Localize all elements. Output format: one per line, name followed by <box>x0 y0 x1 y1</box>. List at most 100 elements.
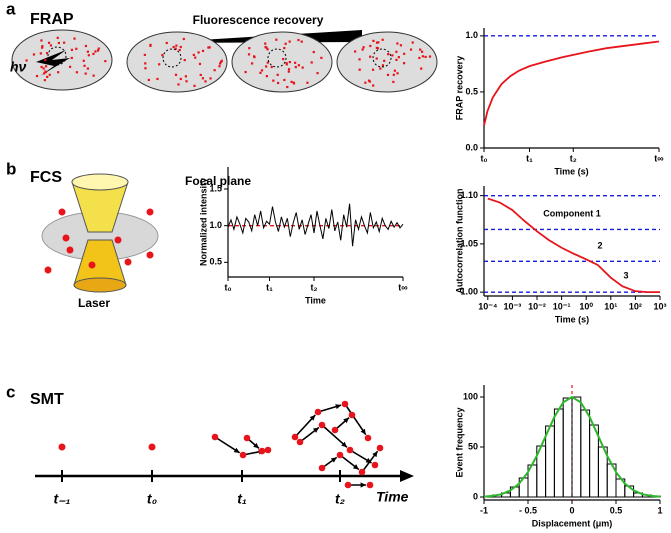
molecule <box>161 53 164 57</box>
molecule <box>377 41 380 44</box>
annotation: Component 1 <box>543 208 601 218</box>
x-tick-label: t₁ <box>266 282 273 292</box>
focal-volume <box>41 173 159 293</box>
molecule <box>266 48 269 51</box>
y-tick-label: 0.5 <box>465 86 478 96</box>
molecule <box>182 37 185 41</box>
step-head <box>372 451 378 458</box>
molecule <box>178 48 181 52</box>
molecule <box>41 45 44 48</box>
molecule <box>375 41 379 44</box>
molecule <box>88 261 96 269</box>
molecule <box>83 64 86 67</box>
step-head <box>341 441 348 448</box>
molecule <box>294 65 297 69</box>
step-head <box>312 427 319 433</box>
y-axis-label: Normalized intensity <box>198 178 208 266</box>
molecule <box>204 80 207 83</box>
molecule <box>419 48 422 51</box>
molecule <box>395 50 398 53</box>
molecule <box>411 41 414 44</box>
x-tick-label: 10³ <box>653 301 666 311</box>
molecule <box>364 81 367 84</box>
molecule <box>288 60 291 64</box>
particle <box>258 447 266 455</box>
laser-label: Laser <box>78 296 110 310</box>
histogram-bar <box>580 409 591 498</box>
molecule <box>174 47 177 50</box>
x-tick-label: t₂ <box>570 153 577 163</box>
molecule <box>218 65 221 68</box>
step-head <box>360 482 366 488</box>
molecule <box>144 67 147 70</box>
molecule <box>87 54 90 57</box>
molecule <box>276 81 280 85</box>
molecule <box>86 50 89 53</box>
molecule <box>283 46 286 50</box>
molecule <box>316 72 319 75</box>
molecule <box>58 208 66 216</box>
y-tick-label: 0.0 <box>465 142 478 152</box>
molecule <box>418 56 421 60</box>
time-label: t₁ <box>237 491 247 507</box>
x-tick-label: 0 <box>569 505 574 515</box>
molecule <box>312 50 315 54</box>
molecule <box>393 69 397 72</box>
cell <box>126 31 228 93</box>
molecule <box>43 79 46 82</box>
y-tick-label: 0.5 <box>209 257 222 267</box>
molecule <box>282 57 285 61</box>
molecule <box>272 79 275 82</box>
molecule <box>285 63 288 66</box>
molecule <box>276 73 279 76</box>
molecule <box>179 45 182 49</box>
molecule <box>270 65 273 69</box>
molecule <box>194 56 197 59</box>
cone-rim <box>73 277 127 293</box>
x-tick-label: -1 <box>480 505 488 515</box>
molecule <box>287 70 290 73</box>
molecule <box>198 62 202 66</box>
molecule <box>48 73 51 76</box>
molecule <box>392 80 395 84</box>
molecule <box>409 48 413 51</box>
particle <box>341 400 349 408</box>
molecule <box>70 56 73 60</box>
molecule <box>192 53 195 57</box>
arrow-label: Fluorescence recovery <box>193 13 324 27</box>
molecule <box>75 47 78 50</box>
x-tick-label: 10⁻² <box>528 301 546 311</box>
molecule <box>124 258 132 266</box>
molecule <box>43 72 46 75</box>
series-line <box>483 40 660 126</box>
molecule <box>156 77 159 81</box>
x-tick-label: t₀ <box>224 282 231 292</box>
particle <box>264 446 272 454</box>
histogram-bar <box>562 397 573 498</box>
molecule <box>300 40 303 43</box>
x-tick-label: - 0.5 <box>519 505 537 515</box>
panel-letter: a <box>6 0 16 18</box>
molecule <box>386 73 390 77</box>
bleach-spot <box>267 48 287 68</box>
molecule <box>73 37 76 40</box>
molecule <box>92 52 95 56</box>
particle <box>366 481 374 489</box>
molecule <box>57 71 60 74</box>
y-tick-label: 50 <box>468 441 478 451</box>
molecule <box>381 64 385 67</box>
x-tick-label: t₀ <box>480 153 487 163</box>
molecule <box>183 59 186 62</box>
panel-letter: c <box>6 382 15 401</box>
step-head <box>360 428 366 435</box>
molecule <box>253 56 256 59</box>
molecule <box>47 41 51 44</box>
molecule <box>219 62 222 65</box>
particle <box>371 461 379 469</box>
x-tick-label: 10¹ <box>604 301 617 311</box>
molecule <box>184 75 187 78</box>
molecule <box>369 44 372 48</box>
molecule <box>251 62 254 65</box>
x-axis-label: Time <box>305 295 326 305</box>
